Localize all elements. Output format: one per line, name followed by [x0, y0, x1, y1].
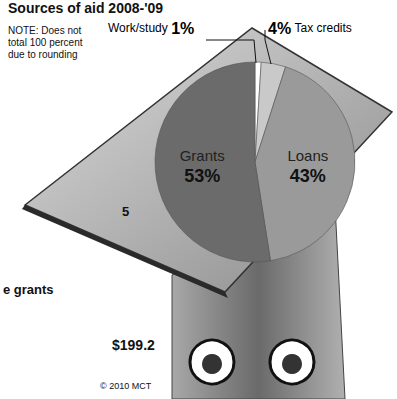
svg-text:e grants: e grants: [3, 282, 54, 297]
svg-text:43%: 43%: [290, 166, 326, 186]
svg-text:total 100 percent: total 100 percent: [8, 37, 85, 48]
svg-text:Work/study: Work/study: [108, 21, 168, 35]
svg-text:53%: 53%: [184, 166, 220, 186]
svg-text:NOTE: Does not: NOTE: Does not: [8, 25, 84, 36]
svg-text:$199.2: $199.2: [112, 337, 155, 353]
svg-text:5: 5: [122, 204, 129, 219]
svg-text:Tax credits: Tax credits: [294, 21, 351, 35]
svg-text:© 2010 MCT: © 2010 MCT: [100, 381, 152, 391]
svg-text:Sources of aid 2008-'09: Sources of aid 2008-'09: [8, 0, 163, 16]
svg-text:4%: 4%: [268, 20, 291, 37]
svg-text:Loans: Loans: [287, 147, 328, 164]
svg-text:due to rounding: due to rounding: [8, 49, 78, 60]
svg-text:1%: 1%: [171, 20, 194, 37]
svg-text:Grants: Grants: [180, 147, 225, 164]
